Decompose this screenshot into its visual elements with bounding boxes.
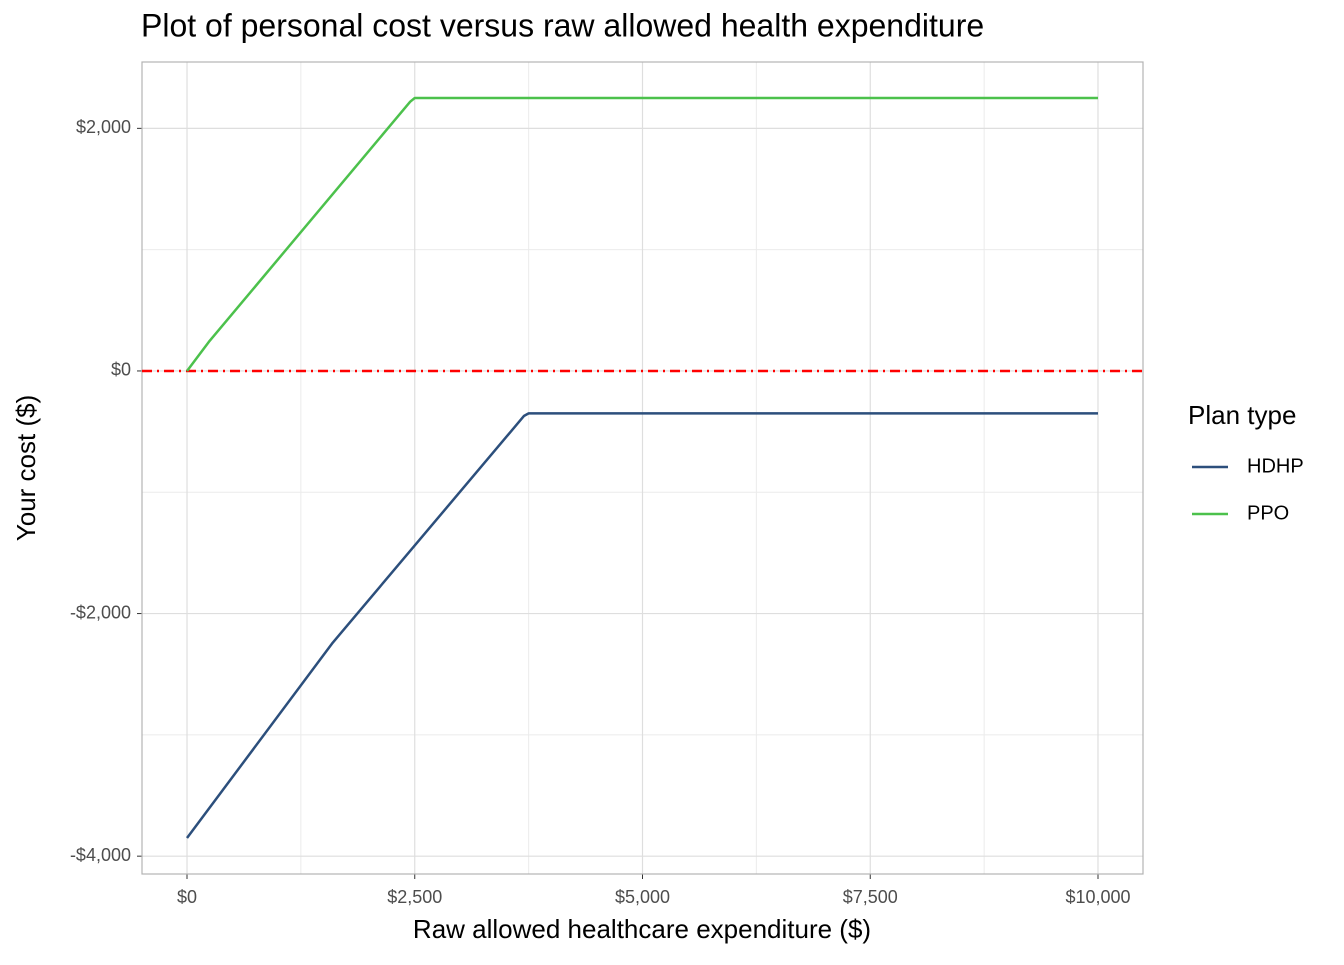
y-tick-label: -$4,000	[70, 845, 131, 865]
y-tick-label: $0	[111, 360, 131, 380]
x-axis-label: Raw allowed healthcare expenditure ($)	[413, 914, 871, 944]
series-line	[186, 96, 1098, 372]
x-tick-label: $5,000	[615, 887, 670, 907]
plot-border	[141, 61, 1144, 875]
x-tick-label: $0	[177, 887, 197, 907]
legend-label: HDHP	[1247, 455, 1304, 477]
x-tick-label: $10,000	[1065, 887, 1130, 907]
y-axis-label: Your cost ($)	[11, 395, 41, 541]
legend-title: Plan type	[1188, 400, 1296, 430]
y-tick-label: $2,000	[76, 117, 131, 137]
legend-label: PPO	[1247, 502, 1289, 524]
y-tick-label: -$2,000	[70, 602, 131, 622]
x-tick-label: $2,500	[387, 887, 442, 907]
series-line	[186, 412, 1098, 839]
chart-title: Plot of personal cost versus raw allowed…	[141, 7, 984, 43]
x-tick-label: $7,500	[843, 887, 898, 907]
